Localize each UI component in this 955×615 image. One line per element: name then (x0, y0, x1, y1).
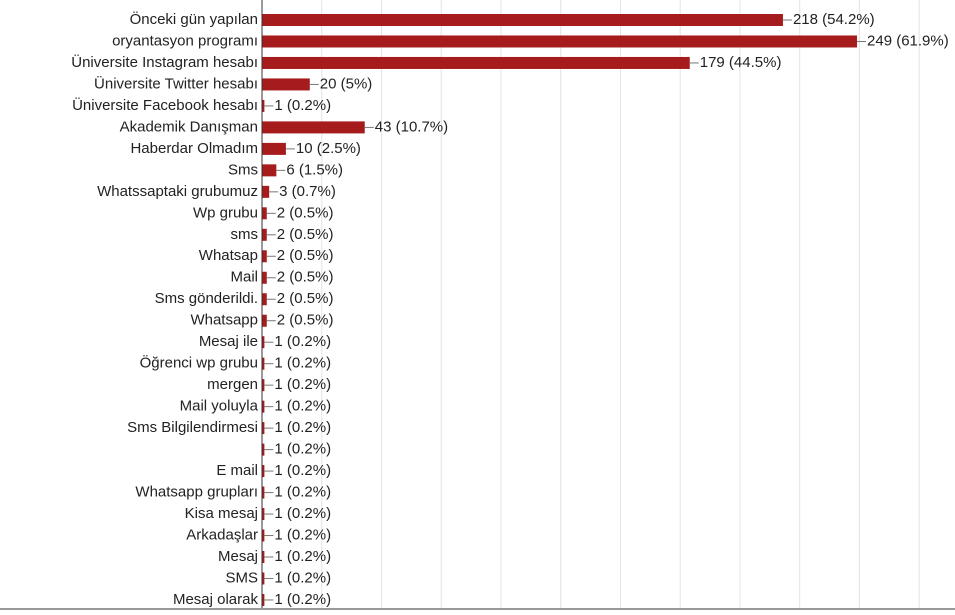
y-tick-label: Üniversite Facebook hesabı (72, 96, 258, 114)
y-tick-label: Üniversite Instagram hesabı (71, 53, 258, 71)
bar (262, 572, 265, 585)
y-tick-label: Sms gönderildi. (155, 290, 258, 307)
value-label: 1 (0.2%) (274, 505, 331, 522)
bar (262, 142, 286, 155)
bar (262, 14, 783, 26)
bar (262, 551, 265, 563)
y-tick-label: Arkadaşlar (186, 526, 258, 543)
bar (262, 465, 265, 478)
y-tick-label: oryantasyon programı (112, 32, 258, 49)
y-tick-label: Mesaj (218, 548, 258, 565)
bar (262, 164, 277, 177)
y-tick-label: Sms Bilgilendirmesi (127, 419, 258, 436)
bar (262, 486, 265, 499)
y-tick-label: SMS (225, 569, 258, 586)
bar (262, 593, 265, 606)
value-label: 1 (0.2%) (274, 376, 331, 393)
value-label: 179 (44.5%) (700, 54, 782, 71)
y-tick-label: Mesaj ile (199, 333, 258, 350)
bar (262, 207, 267, 220)
bar (262, 529, 265, 542)
bar (262, 78, 310, 91)
value-label: 1 (0.2%) (274, 526, 331, 543)
value-label: 2 (0.5%) (277, 247, 334, 264)
value-label: 1 (0.2%) (274, 441, 331, 458)
bar (262, 121, 365, 134)
y-tick-label: Mail (230, 269, 258, 286)
value-label: 1 (0.2%) (274, 548, 331, 565)
bar (262, 357, 265, 370)
y-tick-label: Akademik Danışman (120, 118, 258, 135)
bar (262, 228, 267, 241)
value-label: 2 (0.5%) (277, 290, 334, 307)
y-tick-label: Mesaj olarak (173, 591, 259, 608)
value-label: 2 (0.5%) (277, 312, 334, 329)
value-label: 6 (1.5%) (286, 161, 343, 178)
bar (262, 314, 267, 327)
bar (262, 379, 265, 392)
y-tick-label: sms (231, 226, 259, 243)
value-label: 2 (0.5%) (277, 226, 334, 243)
bar (262, 400, 265, 413)
value-label: 1 (0.2%) (274, 398, 331, 415)
y-tick-label: Üniversite Twitter hesabı (94, 74, 258, 92)
y-tick-label: Önceki gün yapılan (130, 10, 258, 28)
y-tick-label: Whatssaptaki grubumuz (97, 183, 258, 200)
bar (262, 271, 267, 284)
value-label: 249 (61.9%) (867, 32, 949, 49)
value-label: 43 (10.7%) (375, 118, 448, 135)
y-tick-label: Whatsapp grupları (135, 484, 258, 501)
value-label: 3 (0.7%) (279, 183, 336, 200)
bar (262, 185, 270, 198)
y-tick-label: Whatsap (199, 247, 258, 264)
value-label: 1 (0.2%) (274, 333, 331, 350)
value-label: 20 (5%) (320, 75, 373, 92)
value-label: 1 (0.2%) (274, 419, 331, 436)
value-label: 1 (0.2%) (274, 591, 331, 608)
bar (262, 56, 690, 69)
value-label: 2 (0.5%) (277, 269, 334, 286)
bar (262, 99, 265, 112)
bar (262, 422, 265, 435)
bar (262, 35, 858, 48)
value-label: 2 (0.5%) (277, 204, 334, 221)
value-label: 10 (2.5%) (296, 140, 361, 157)
value-label: 1 (0.2%) (274, 569, 331, 586)
value-label: 1 (0.2%) (274, 462, 331, 479)
y-tick-label: Whatsapp (190, 312, 258, 329)
value-label: 218 (54.2%) (793, 11, 875, 28)
bar (262, 508, 265, 521)
bar (262, 293, 267, 306)
y-tick-label: Sms (228, 161, 258, 178)
y-tick-label: Mail yoluyla (180, 398, 259, 415)
bar (262, 443, 265, 456)
value-label: 1 (0.2%) (274, 484, 331, 501)
y-tick-label: mergen (207, 376, 258, 393)
value-label: 1 (0.2%) (274, 97, 331, 114)
bar (262, 336, 265, 349)
y-tick-label: Öğrenci wp grubu (140, 354, 258, 372)
y-tick-label: Haberdar Olmadım (130, 140, 258, 157)
y-tick-label: E mail (216, 462, 258, 479)
bar (262, 250, 267, 263)
y-tick-label: Kisa mesaj (185, 505, 258, 522)
value-label: 1 (0.2%) (274, 355, 331, 372)
y-tick-label: Wp grubu (193, 204, 258, 221)
